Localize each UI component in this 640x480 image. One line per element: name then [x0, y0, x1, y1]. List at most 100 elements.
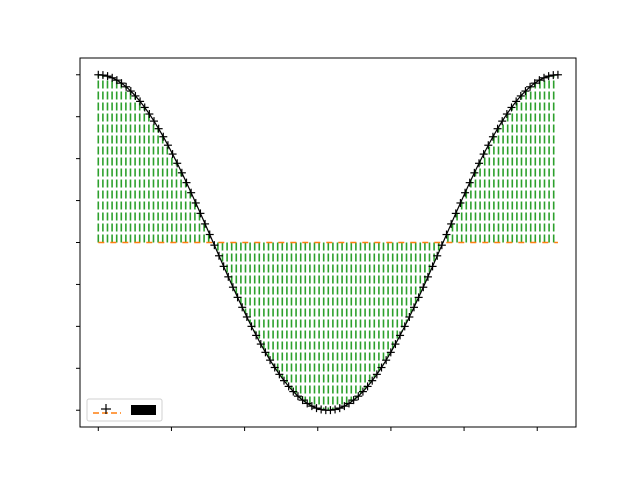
- data-point: [303, 399, 312, 408]
- data-point: [358, 387, 367, 396]
- data-point: [150, 117, 159, 126]
- data-point: [126, 87, 135, 96]
- data-point: [187, 188, 196, 197]
- data-point: [345, 399, 354, 408]
- data-point: [219, 262, 228, 271]
- data-point: [540, 73, 549, 82]
- data-point: [252, 331, 261, 340]
- data-point: [266, 356, 275, 365]
- data-point: [317, 405, 326, 414]
- data-point: [233, 293, 242, 302]
- data-point: [484, 141, 493, 150]
- data-point: [140, 103, 149, 112]
- data-point: [280, 376, 289, 385]
- data-point: [354, 392, 363, 401]
- cosine-markers: [94, 70, 562, 415]
- data-point: [168, 150, 177, 159]
- x-axis-ticks: [97, 427, 538, 431]
- data-point: [447, 219, 456, 228]
- data-point: [456, 198, 465, 207]
- data-point: [488, 132, 497, 141]
- data-point: [122, 82, 131, 91]
- data-point: [261, 348, 270, 357]
- data-point: [428, 262, 437, 271]
- data-point: [451, 209, 460, 218]
- data-point: [377, 363, 386, 372]
- data-point: [382, 356, 391, 365]
- data-point: [553, 70, 562, 79]
- data-point: [201, 219, 210, 228]
- data-point: [526, 82, 535, 91]
- data-point: [326, 406, 335, 415]
- data-point: [228, 283, 237, 292]
- data-point: [289, 387, 298, 396]
- data-point: [182, 178, 191, 187]
- legend: [86, 398, 163, 422]
- data-point: [400, 322, 409, 331]
- data-point: [502, 110, 511, 119]
- data-point: [331, 405, 340, 414]
- data-point: [363, 382, 372, 391]
- data-point: [437, 241, 446, 250]
- data-point: [117, 79, 126, 88]
- data-point: [433, 251, 442, 260]
- data-point: [442, 230, 451, 239]
- data-point: [372, 370, 381, 379]
- data-point: [159, 132, 168, 141]
- data-point: [293, 392, 302, 401]
- data-point: [493, 124, 502, 133]
- data-point: [512, 97, 521, 106]
- data-point: [410, 303, 419, 312]
- data-point: [98, 71, 107, 80]
- data-point: [465, 178, 474, 187]
- data-point: [340, 402, 349, 411]
- data-point: [205, 230, 214, 239]
- data-point: [275, 370, 284, 379]
- data-point: [177, 168, 186, 177]
- data-point: [163, 141, 172, 150]
- data-point: [131, 91, 140, 100]
- data-point: [191, 198, 200, 207]
- data-point: [335, 404, 344, 413]
- data-point: [145, 110, 154, 119]
- hatch-lines: [97, 74, 555, 411]
- data-point: [419, 283, 428, 292]
- data-point: [215, 251, 224, 260]
- data-point: [284, 382, 293, 391]
- y-axis-ticks: [76, 74, 80, 411]
- data-point: [108, 73, 117, 82]
- data-point: [516, 91, 525, 100]
- data-point: [270, 363, 279, 372]
- data-point: [242, 312, 251, 321]
- data-point: [312, 404, 321, 413]
- data-point: [498, 117, 507, 126]
- data-point: [535, 76, 544, 85]
- data-point: [530, 79, 539, 88]
- data-point: [238, 303, 247, 312]
- data-point: [154, 124, 163, 133]
- data-point: [521, 87, 530, 96]
- data-point: [423, 272, 432, 281]
- data-point: [210, 241, 219, 250]
- legend-fill-swatch: [131, 405, 156, 415]
- data-point: [307, 402, 316, 411]
- data-point: [103, 72, 112, 81]
- data-point: [256, 340, 265, 349]
- data-point: [224, 272, 233, 281]
- data-point: [386, 348, 395, 357]
- data-point: [405, 313, 414, 322]
- plot-area: [94, 70, 562, 415]
- data-point: [461, 188, 470, 197]
- data-point: [136, 97, 145, 106]
- data-point: [298, 396, 307, 405]
- data-point: [507, 103, 516, 112]
- data-point: [112, 76, 121, 85]
- data-point: [470, 168, 479, 177]
- data-point: [247, 322, 256, 331]
- data-point: [196, 209, 205, 218]
- legend-entry-line: [93, 404, 121, 414]
- data-point: [414, 293, 423, 302]
- data-point: [391, 340, 400, 349]
- data-point: [544, 72, 553, 81]
